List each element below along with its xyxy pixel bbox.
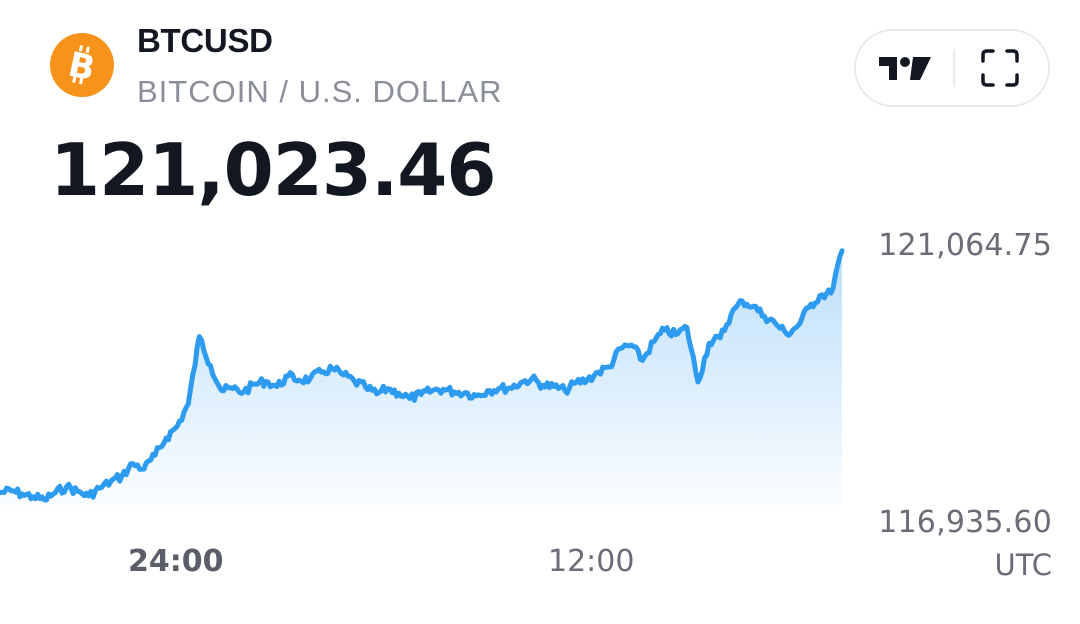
tradingview-logo-icon[interactable] [876,48,934,88]
timezone-label[interactable]: UTC [994,548,1053,582]
bitcoin-icon: B [50,33,114,97]
price-line [0,248,845,503]
symbol-description: BITCOIN / U.S. DOLLAR [137,74,503,109]
fullscreen-icon[interactable] [978,47,1022,89]
symbol-ticker[interactable]: BTCUSD [137,22,273,59]
x-tick-label: 24:00 [128,544,224,579]
x-tick-label: 12:00 [548,544,635,579]
last-price: 121,023.46 [50,128,496,212]
actions-divider [953,49,955,87]
y-axis-min-label: 116,935.60 [878,505,1052,540]
price-area-fill [0,250,842,505]
header-actions [854,29,1050,107]
y-axis-max-label: 121,064.75 [878,228,1052,263]
